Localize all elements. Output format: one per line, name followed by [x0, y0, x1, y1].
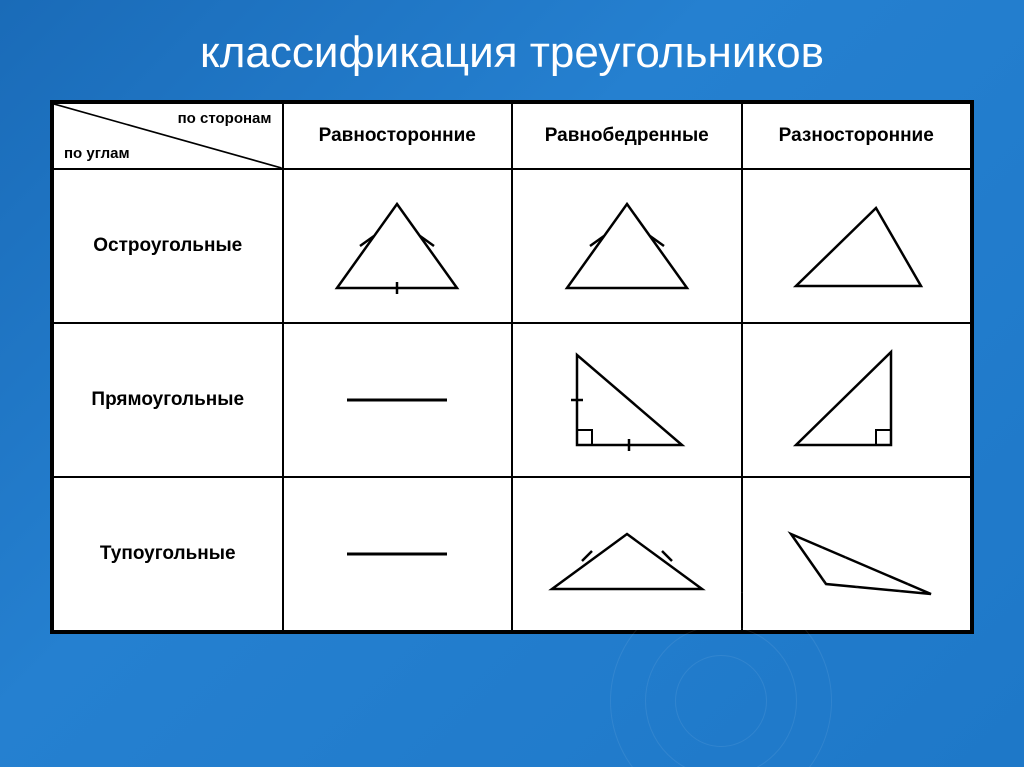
cell-right-scalene	[742, 323, 972, 477]
cell-acute-equilateral	[283, 169, 513, 323]
dash-icon	[322, 494, 472, 614]
triangle-icon	[776, 340, 936, 460]
cell-acute-scalene	[742, 169, 972, 323]
corner-bottom-label: по углам	[64, 145, 130, 162]
cell-obtuse-equilateral	[283, 477, 513, 631]
dash-icon	[322, 340, 472, 460]
cell-right-isosceles	[512, 323, 742, 477]
triangle-icon	[552, 186, 702, 306]
row-header-2: Тупоугольные	[53, 477, 283, 631]
row-header-1: Прямоугольные	[53, 323, 283, 477]
row-header-0: Остроугольные	[53, 169, 283, 323]
triangle-icon	[781, 186, 931, 306]
triangle-icon	[322, 186, 472, 306]
col-header-2: Разносторонние	[742, 103, 972, 169]
cell-acute-isosceles	[512, 169, 742, 323]
triangle-icon	[542, 499, 712, 609]
cell-right-equilateral	[283, 323, 513, 477]
ripple-decoration	[820, 500, 942, 622]
col-header-0: Равносторонние	[283, 103, 513, 169]
corner-top-label: по сторонам	[178, 110, 272, 127]
triangle-icon	[547, 340, 707, 460]
col-header-1: Равнобедренные	[512, 103, 742, 169]
page-title: классификация треугольников	[0, 0, 1024, 100]
corner-cell: по сторонам по углам	[53, 103, 283, 169]
